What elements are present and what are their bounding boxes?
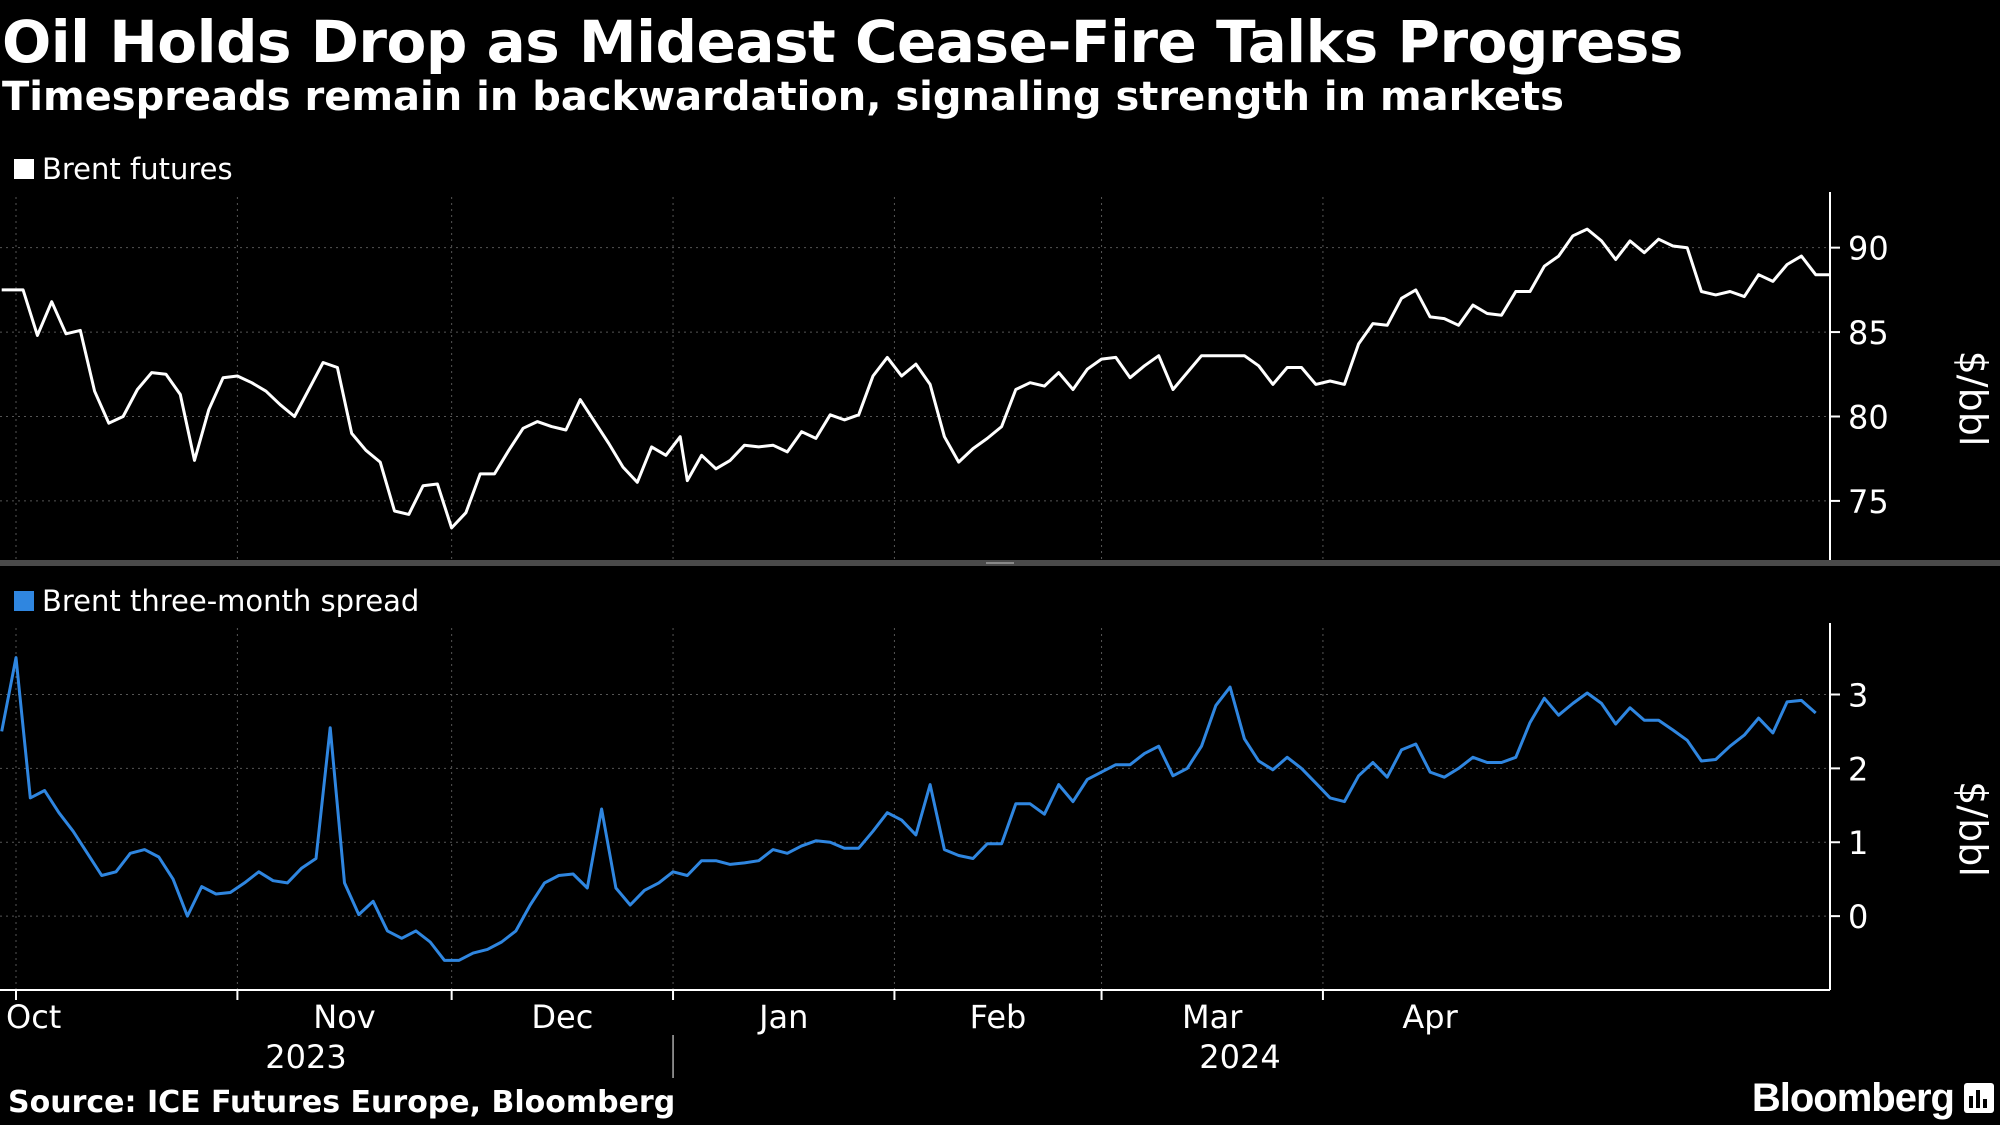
panel-divider-handle bbox=[986, 562, 1014, 564]
y-tick-label: 0 bbox=[1848, 898, 1868, 936]
chart-subtitle: Timespreads remain in backwardation, sig… bbox=[2, 74, 1564, 120]
legend-spread: Brent three-month spread bbox=[14, 584, 419, 618]
x-year-label: 2024 bbox=[1199, 1038, 1280, 1076]
y-tick-label: 1 bbox=[1848, 824, 1868, 862]
x-tick-label: Apr bbox=[1402, 998, 1458, 1036]
series-line bbox=[0, 656, 1817, 962]
y-tick-label: 75 bbox=[1848, 483, 1889, 521]
y-tick-label: 85 bbox=[1848, 314, 1889, 352]
y-tick-label: 90 bbox=[1848, 230, 1889, 268]
legend-swatch-spread bbox=[14, 591, 34, 611]
x-tick-label: Dec bbox=[531, 998, 593, 1036]
y-axis-label: $/bbl bbox=[1951, 351, 1995, 447]
y-axis-label: $/bbl bbox=[1951, 781, 1995, 877]
x-tick-label: Nov bbox=[313, 998, 375, 1036]
x-tick-label: Jan bbox=[757, 998, 808, 1036]
legend-swatch-brent bbox=[14, 159, 34, 179]
y-tick-label: 80 bbox=[1848, 398, 1889, 436]
y-tick-label: 3 bbox=[1848, 676, 1868, 714]
x-tick-label: Mar bbox=[1182, 998, 1243, 1036]
x-tick-label: Oct bbox=[6, 998, 61, 1036]
source-note: Source: ICE Futures Europe, Bloomberg bbox=[8, 1085, 676, 1120]
series-line bbox=[1, 227, 1830, 530]
chart-title: Oil Holds Drop as Mideast Cease-Fire Tal… bbox=[2, 8, 1683, 76]
legend-brent: Brent futures bbox=[14, 152, 233, 186]
x-year-label: 2023 bbox=[265, 1038, 346, 1076]
y-tick-label: 2 bbox=[1848, 750, 1868, 788]
legend-label-spread: Brent three-month spread bbox=[42, 584, 420, 618]
bloomberg-terminal-icon bbox=[1964, 1083, 1994, 1113]
bloomberg-logo: Bloomberg bbox=[1751, 1076, 1955, 1120]
legend-label-brent: Brent futures bbox=[42, 152, 233, 186]
x-tick-label: Feb bbox=[970, 998, 1027, 1036]
